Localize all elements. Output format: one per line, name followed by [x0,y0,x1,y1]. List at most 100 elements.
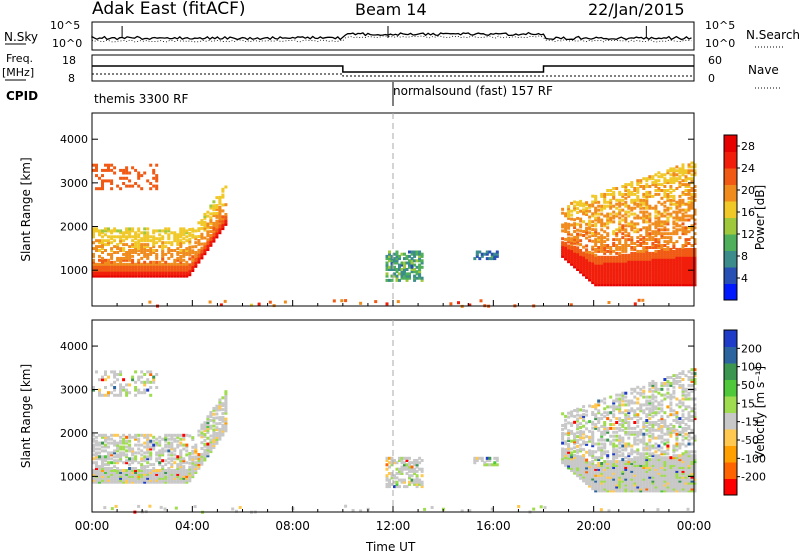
power-cell [681,212,685,216]
velocity-cell [615,393,619,397]
power-cell [681,198,685,202]
velocity-cell [140,469,144,472]
power-cell [600,277,604,281]
colorbar-tick-label: 4 [741,272,748,285]
power-cell [669,198,673,202]
power-cell [678,251,682,255]
power-cell [104,258,107,262]
velocity-cell [576,425,580,429]
velocity-cell [400,456,404,460]
power-cell [681,279,685,283]
velocity-cell [669,393,673,397]
power-cell [125,229,129,233]
power-cell [606,273,610,277]
power-cell [403,274,406,278]
power-cell [681,169,685,173]
velocity-cell [636,485,640,489]
velocity-cell [107,467,110,470]
power-cell [606,259,610,263]
power-cell [642,281,646,285]
power-cell [170,272,174,276]
power-cell [567,213,571,216]
power-cell [651,277,655,281]
velocity-cell [167,474,171,478]
power-cell [615,281,619,285]
power-cell [693,265,697,269]
power-cell [224,220,228,224]
velocity-cell [110,391,114,395]
power-cell [627,244,631,247]
velocity-cell [179,457,183,461]
velocity-cell [597,428,601,432]
velocity-cell [675,413,679,417]
power-cell [594,247,598,251]
power-cell [675,271,679,275]
power-cell [119,272,123,276]
velocity-cell [630,401,634,405]
power-cell [618,283,622,287]
power-cell [564,245,568,249]
power-cell [143,235,147,239]
power-cell [218,211,222,215]
velocity-cell [672,430,676,434]
power-cell [648,220,652,224]
power-cell [182,266,186,270]
velocity-cell [176,433,180,437]
power-cell [104,168,107,172]
power-cell [395,250,399,254]
power-cell [651,271,655,275]
power-cell [224,203,228,207]
power-cell [645,246,649,249]
power-cell [418,252,422,256]
power-cell [687,255,691,259]
velocity-cell [666,489,670,493]
velocity-cell [400,459,404,462]
power-cell [681,232,685,236]
power-cell [657,222,661,226]
power-cell [170,268,174,272]
power-cell [415,265,419,269]
power-cell [485,257,489,261]
power-cell [630,200,634,204]
velocity-cell [672,467,676,471]
power-cell [340,299,344,303]
velocity-cell [612,403,616,407]
velocity-cell [415,474,419,478]
power-cell [588,205,592,209]
velocity-cell [408,476,411,480]
velocity-cell [639,456,643,460]
power-cell [395,278,399,282]
velocity-cell [690,419,694,422]
velocity-cell [687,466,691,469]
velocity-cell [636,438,640,442]
velocity-cell [630,487,634,491]
velocity-cell [493,463,497,467]
velocity-cell [672,473,676,477]
power-cell [567,226,571,230]
velocity-cell [645,467,649,471]
power-cell [143,268,147,272]
velocity-cell [113,459,117,463]
velocity-cell [561,451,565,455]
velocity-cell [209,438,213,442]
velocity-cell [636,477,640,481]
power-cell [681,265,685,269]
velocity-cell [624,430,628,434]
power-cell [651,194,655,198]
velocity-cell [591,469,595,473]
power-cell [690,279,694,283]
velocity-cell [666,379,670,383]
power-cell [591,234,595,237]
power-cell [116,258,120,262]
power-cell [639,242,643,245]
velocity-cell [182,469,186,472]
power-cell [639,200,643,204]
power-cell [621,236,625,240]
velocity-cell [675,475,679,479]
power-cell [618,257,622,261]
power-cell [624,249,628,253]
power-cell [612,269,616,273]
power-cell [678,265,682,269]
velocity-cell [143,474,147,478]
power-cell [642,218,646,222]
